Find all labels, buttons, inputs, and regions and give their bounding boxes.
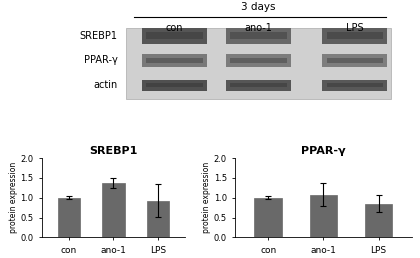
FancyBboxPatch shape [226, 80, 291, 91]
FancyBboxPatch shape [142, 28, 207, 44]
FancyBboxPatch shape [146, 33, 203, 39]
Text: 3 days: 3 days [241, 2, 276, 12]
Y-axis label: protein expression: protein expression [9, 162, 18, 233]
FancyBboxPatch shape [323, 54, 388, 67]
FancyBboxPatch shape [226, 28, 291, 44]
FancyBboxPatch shape [323, 80, 388, 91]
FancyBboxPatch shape [146, 58, 203, 63]
FancyBboxPatch shape [142, 80, 207, 91]
Text: con: con [165, 23, 183, 33]
Text: PPAR-γ: PPAR-γ [84, 55, 118, 66]
Title: PPAR-γ: PPAR-γ [301, 146, 346, 156]
Text: LPS: LPS [346, 23, 364, 33]
Bar [365, 204, 392, 237]
Text: actin: actin [93, 80, 118, 90]
Bar [58, 198, 80, 237]
Title: SREBP1: SREBP1 [89, 146, 138, 156]
FancyBboxPatch shape [323, 28, 388, 44]
Bar [147, 200, 169, 237]
FancyBboxPatch shape [327, 33, 383, 39]
FancyBboxPatch shape [327, 83, 383, 87]
FancyBboxPatch shape [146, 83, 203, 87]
Text: ano-1: ano-1 [244, 23, 272, 33]
FancyBboxPatch shape [142, 54, 207, 67]
FancyBboxPatch shape [230, 58, 286, 63]
Text: SREBP1: SREBP1 [80, 30, 118, 41]
FancyBboxPatch shape [327, 58, 383, 63]
FancyBboxPatch shape [126, 28, 391, 99]
Bar [102, 183, 125, 237]
Bar [310, 195, 337, 237]
Y-axis label: protein expression: protein expression [202, 162, 211, 233]
Bar [255, 198, 282, 237]
FancyBboxPatch shape [230, 83, 286, 87]
FancyBboxPatch shape [226, 54, 291, 67]
FancyBboxPatch shape [230, 33, 286, 39]
